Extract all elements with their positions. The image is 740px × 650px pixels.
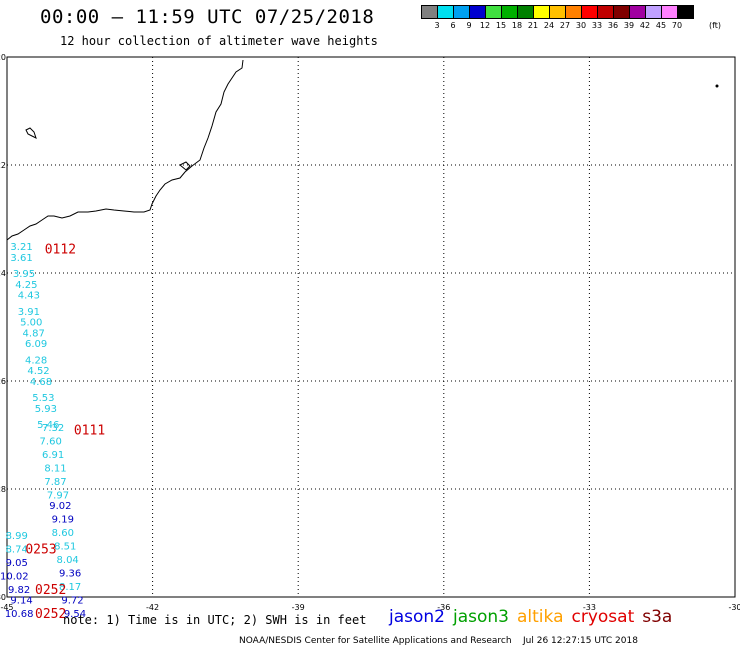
color-scale-legend: 3 6 9 12 15 18 21 24 27 30 33 36 39 42 45 70: [421, 5, 694, 30]
wave-height-value: 5.46: [37, 420, 59, 431]
map-frame: [6, 56, 736, 598]
wave-height-value: 8.11: [44, 463, 66, 474]
longitude-label: -33: [583, 603, 596, 612]
legend-label: 70: [671, 21, 683, 30]
latitude-label: 30: [0, 593, 6, 602]
wave-height-value: 9.19: [52, 515, 74, 526]
wave-height-value: 9.36: [59, 569, 81, 580]
wave-height-value: 10.68: [5, 609, 34, 620]
wave-height-value: 9.05: [6, 558, 28, 569]
wave-height-value: 4.25: [15, 280, 37, 291]
longitude-label: -45: [0, 603, 13, 612]
wave-height-value: 4.28: [25, 355, 47, 366]
wave-height-value: 3.21: [10, 242, 32, 253]
satellite-name: jason3: [453, 607, 509, 627]
latitude-label: 22: [0, 161, 6, 170]
wave-height-value: 5.53: [32, 393, 54, 404]
satellite-name: altika: [517, 607, 564, 627]
satellite-legend: jason2 jason3 altika cryosat s3a: [389, 607, 680, 627]
legend-label: 9: [466, 21, 472, 30]
legend-units: (ft): [709, 21, 722, 30]
wave-height-value: 6.09: [25, 339, 47, 350]
longitude-label: -39: [292, 603, 305, 612]
longitude-label: -36: [437, 603, 450, 612]
pass-time-label: 0252: [35, 607, 66, 622]
legend-labels: 3 6 9 12 15 18 21 24 27 30 33 36 39 42 45 70: [421, 21, 693, 30]
legend-label: 12: [479, 21, 491, 30]
island-dot: [715, 84, 719, 88]
longitude-label: -42: [146, 603, 159, 612]
wave-height-value: 3.95: [13, 269, 35, 280]
footnote: note: 1) Time is in UTC; 2) SWH is in fe…: [63, 613, 367, 627]
wave-height-value: 7.32: [42, 423, 64, 434]
legend-label: 3: [434, 21, 440, 30]
satellite-name: cryosat: [571, 607, 635, 627]
wave-height-value: 4.52: [27, 366, 49, 377]
wave-height-value: 5.00: [20, 318, 42, 329]
wave-height-value: 7.87: [44, 477, 66, 488]
wave-height-value: 7.97: [47, 490, 69, 501]
pass-time-label: 0112: [45, 243, 76, 258]
wave-height-value: 8.60: [52, 528, 74, 539]
wave-height-values: 3.213.61 3.954.254.43 3.915.004.876.09 4.28…: [0, 242, 86, 620]
wave-height-value: 6.91: [42, 450, 64, 461]
coastline: [6, 59, 244, 241]
wave-height-value: 9.54: [64, 609, 86, 620]
legend-label: 24: [543, 21, 555, 30]
wave-height-value: 8.17: [59, 582, 81, 593]
latitude-label: 28: [0, 485, 6, 494]
satellite-name: s3a: [642, 607, 673, 627]
credit-footer: NOAA/NESDIS Center for Satellite Applica…: [239, 636, 638, 646]
wave-height-value: 5.93: [35, 404, 57, 415]
legend-label: 33: [591, 21, 603, 30]
map-subtitle: 12 hour collection of altimeter wave hei…: [60, 34, 378, 48]
legend-label: 30: [575, 21, 587, 30]
wave-height-value: 3.91: [18, 307, 40, 318]
wave-height-value: 9.82: [8, 585, 30, 596]
legend-label: 6: [450, 21, 456, 30]
wave-height-value: 10.02: [0, 571, 29, 582]
wave-height-value: 9.14: [10, 596, 32, 607]
pass-time-label: 0253: [25, 542, 56, 557]
legend-label: 39: [623, 21, 635, 30]
longitude-label: -30: [728, 603, 740, 612]
island-shape: [179, 161, 191, 171]
wave-height-value: 8.99: [6, 531, 28, 542]
latitude-label: 24: [0, 269, 6, 278]
pass-time-label: 0111: [74, 424, 105, 439]
pass-time-label: 0252: [35, 583, 66, 598]
latitude-label: 26: [0, 377, 6, 386]
legend-label: 18: [511, 21, 523, 30]
wave-height-value: 9.02: [49, 501, 71, 512]
wave-height-value: 8.04: [57, 555, 79, 566]
map-title: 00:00 – 11:59 UTC 07/25/2018: [40, 6, 375, 28]
wave-height-value: 4.87: [23, 328, 45, 339]
legend-label: 27: [559, 21, 571, 30]
axis-tick-labels: -45 -42 -39 -36 -33 -30 20 22 24 26 28 30: [0, 53, 740, 612]
legend-label: 36: [607, 21, 619, 30]
legend-label: 45: [655, 21, 667, 30]
wave-height-value: 8.51: [54, 542, 76, 553]
legend-swatches: [421, 5, 694, 19]
wave-height-value: 4.68: [30, 377, 52, 388]
wave-height-value: 4.43: [18, 291, 40, 302]
wave-height-value: 8.74: [6, 544, 28, 555]
legend-label: 15: [495, 21, 507, 30]
wave-height-value: 3.61: [10, 253, 32, 264]
legend-label: 42: [639, 21, 651, 30]
wave-height-value: 9.72: [61, 596, 83, 607]
legend-swatch: [677, 5, 694, 19]
island-shape: [25, 127, 37, 139]
legend-label: 21: [527, 21, 539, 30]
latitude-label: 20: [0, 53, 6, 62]
pass-time-labels: 0112 0111 0253 0252 0252: [25, 243, 105, 623]
graticule: [7, 57, 735, 597]
satellite-name: jason2: [389, 607, 445, 627]
wave-height-value: 7.60: [40, 436, 62, 447]
